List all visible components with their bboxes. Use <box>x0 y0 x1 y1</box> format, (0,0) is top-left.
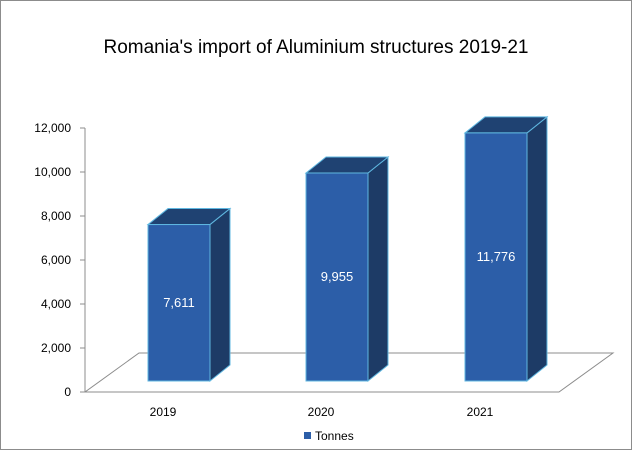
bar-side <box>367 155 389 383</box>
bar-2019: 7,611 <box>146 207 232 383</box>
y-axis: 0 2,000 4,000 6,000 8,000 10,000 12,000 <box>34 121 86 399</box>
bar-front <box>305 172 369 382</box>
data-label: 11,776 <box>477 249 516 264</box>
bar-2020: 9,955 <box>304 155 390 383</box>
x-axis: 2019 2020 2021 <box>85 391 559 419</box>
legend-swatch <box>304 432 311 439</box>
y-tick-label: 2,000 <box>41 341 71 355</box>
bar-side <box>209 207 231 383</box>
data-label: 9,955 <box>321 269 354 284</box>
y-tick-label: 8,000 <box>41 209 71 223</box>
x-tick-label: 2020 <box>308 405 335 419</box>
bars: 7,611 9,955 11,776 <box>146 115 549 383</box>
data-label: 7,611 <box>163 295 195 310</box>
bar-front <box>464 132 528 382</box>
legend-label: Tonnes <box>315 429 354 443</box>
x-tick-label: 2021 <box>467 405 494 419</box>
bar-2021: 11,776 <box>463 115 549 383</box>
x-tick-label: 2019 <box>150 405 177 419</box>
y-tick-label: 10,000 <box>34 165 71 179</box>
y-tick-label: 6,000 <box>41 253 71 267</box>
bar-side <box>526 115 548 383</box>
chart-title: Romania's import of Aluminium structures… <box>104 37 529 58</box>
y-tick-label: 12,000 <box>34 121 71 135</box>
y-tick-label: 4,000 <box>41 297 71 311</box>
legend: Tonnes <box>304 429 354 443</box>
bar-front <box>147 224 211 382</box>
y-tick-label: 0 <box>64 385 71 399</box>
